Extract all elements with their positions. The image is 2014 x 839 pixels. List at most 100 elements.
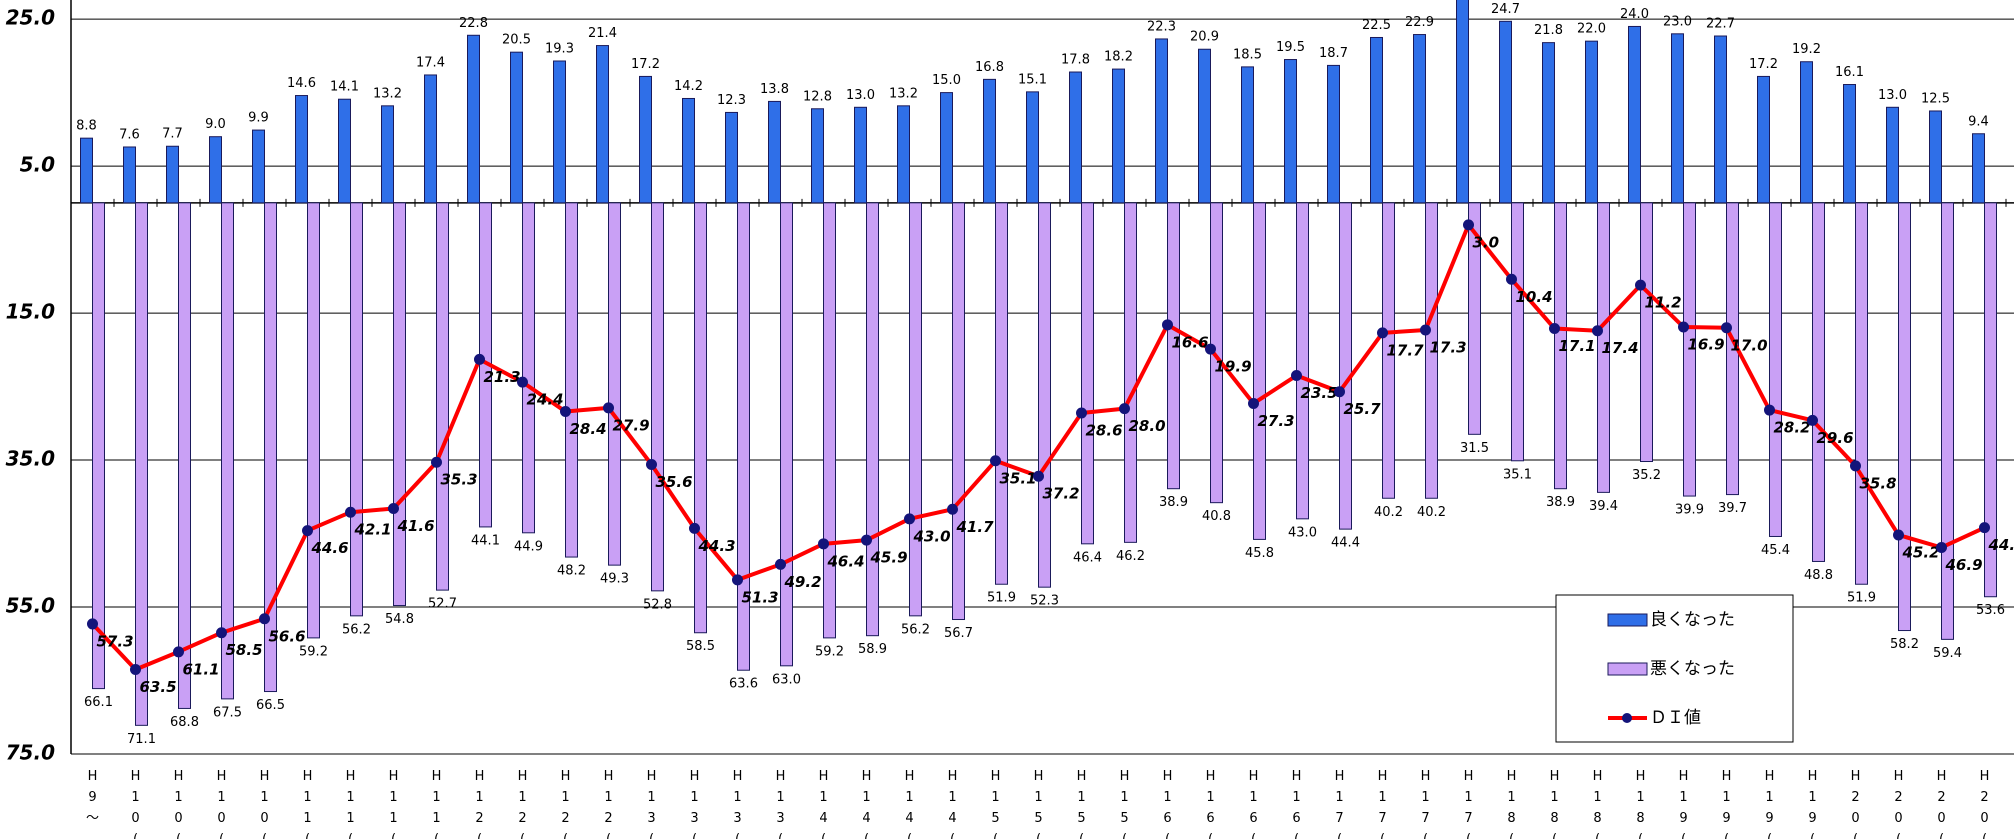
x-tick-label: H 1 1( [389,769,399,839]
data-label: 35.2 [1632,468,1661,483]
di-point [216,627,227,639]
data-label: 46.4 [1073,550,1102,565]
legend-label: 悪くなった [1650,659,1735,679]
bar [381,105,394,204]
y-tick-label: 5.0 [20,153,56,177]
data-label: 14.1 [330,80,359,95]
x-tick-label: H 2 0( [1980,769,1990,839]
data-label: 17.2 [631,57,660,72]
x-tick-label: H 1 3( [647,769,657,839]
x-tick-label: H 1 9( [1679,769,1689,839]
data-label: 17.4 [416,55,445,70]
di-point [1549,322,1560,334]
bar [608,202,621,566]
di-point [818,538,829,550]
data-label: 15.1 [1018,72,1047,87]
legend-swatch [1607,613,1648,627]
x-tick-label: H 2 0( [1851,769,1861,839]
bar [1253,202,1266,540]
bar [995,202,1008,585]
data-label: 44.4 [1331,536,1360,551]
data-label: 17.0 [1731,336,1768,354]
bar [1511,202,1524,462]
data-label: 57.3 [97,632,134,650]
di-point [1291,370,1302,382]
data-label: 67.5 [213,705,242,720]
data-label: 20.5 [502,33,531,48]
data-label: 41.7 [956,518,995,536]
di-point [861,534,872,546]
bar [1898,202,1911,632]
data-label: 49.3 [600,572,629,587]
y-tick-label: 75.0 [6,741,55,765]
di-point [560,406,571,418]
x-tick-label: H 2 0( [1937,769,1947,839]
data-label: 10.4 [1516,288,1553,306]
x-tick-label: H 1 0( [131,769,141,839]
legend-label: ＤＩ値 [1650,708,1701,728]
di-point [1635,279,1646,291]
di-point [1033,470,1044,482]
x-tick-label: H 1 6( [1292,769,1302,839]
data-label: 52.3 [1030,594,1059,609]
data-label: 28.4 [570,420,607,438]
x-tick-label: H 1 2( [561,769,571,839]
di-point [431,456,442,468]
bar [1597,202,1610,493]
di-point [1248,397,1259,409]
data-label: 31.5 [1460,441,1489,456]
data-label: 9.4 [1968,114,1989,129]
data-label: 29.6 [1817,429,1854,447]
bar [823,202,836,639]
data-label: 66.5 [256,698,285,713]
data-label: 21.8 [1534,23,1563,38]
data-label: 22.0 [1577,22,1606,37]
data-label: 19.5 [1276,40,1305,55]
x-tick-label: H 1 3( [733,769,743,839]
bar [1628,25,1641,204]
bar [651,202,664,592]
bar [1855,202,1868,585]
data-label: 71.1 [127,732,156,747]
x-tick-label: H 1 2( [604,769,614,839]
data-label: 20.9 [1190,30,1219,45]
data-label: 22.3 [1147,19,1176,34]
di-point [990,455,1001,467]
di-point [388,503,399,515]
di-point [1205,343,1216,355]
data-label: 59.2 [299,644,328,659]
x-tick-label: H 1 0( [217,769,227,839]
data-label: 56.7 [944,626,973,641]
x-tick-label: H 1 5( [991,769,1001,839]
legend-marker [1622,713,1632,723]
di-point [1377,327,1388,339]
x-tick-label: H 1 1( [346,769,356,839]
bar [350,202,363,617]
x-tick-label: H 1 3( [690,769,700,839]
data-label: 16.6 [1172,333,1209,351]
y-tick-label: 25.0 [6,6,55,30]
bar [897,105,910,204]
data-label: 3.0 [1473,233,1500,251]
x-tick-label: H 1 1( [432,769,442,839]
bar [1941,202,1954,640]
bar [1327,64,1340,204]
x-tick-label: H 1 0( [174,769,184,839]
data-label: 58.5 [686,639,715,654]
bar [682,97,695,204]
bar [1038,202,1051,588]
data-label: 63.0 [772,672,801,687]
bar [307,202,320,639]
data-label: 68.8 [170,715,199,730]
data-label: 28.2 [1774,419,1811,437]
bar [1843,84,1856,204]
bar [1671,33,1684,204]
bars [80,0,1997,726]
data-label: 51.9 [1847,591,1876,606]
bar [639,75,652,204]
bar [565,202,578,558]
data-label: 43.0 [1288,525,1317,540]
data-label: 19.9 [1215,358,1252,376]
data-label: 52.8 [643,597,672,612]
bar [1468,202,1481,435]
